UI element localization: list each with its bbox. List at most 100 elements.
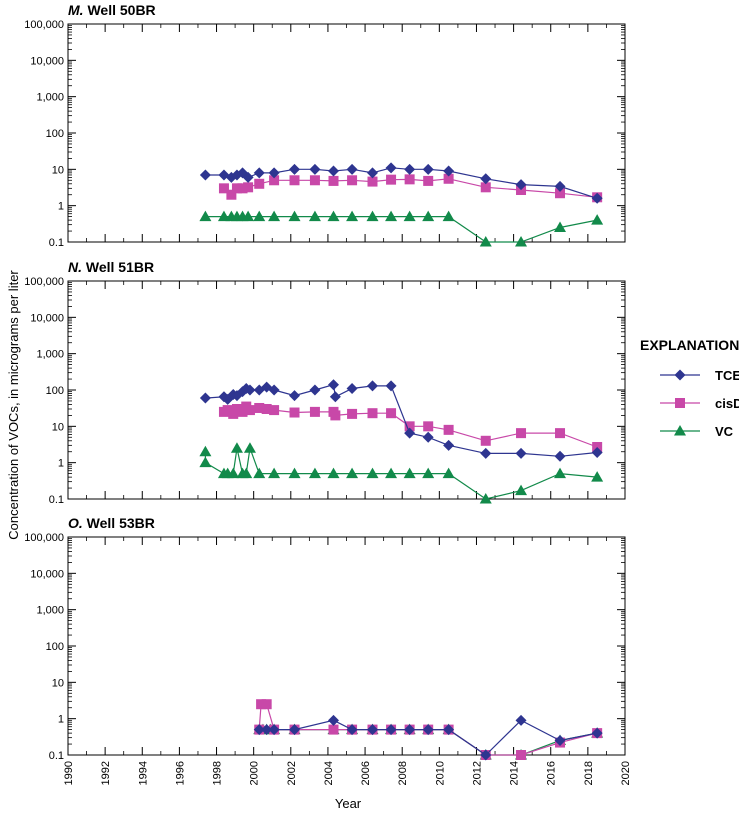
legend-label-VC: VC	[715, 424, 734, 439]
data-point-VC	[515, 484, 528, 496]
series-VC	[199, 442, 604, 504]
data-point-TCE	[515, 714, 527, 726]
data-point-cisDCE	[480, 435, 491, 446]
y-tick-label: 1,000	[36, 349, 64, 361]
panel-title: N. Well 51BR	[68, 259, 154, 275]
panel-title-letter: N.	[68, 259, 82, 275]
data-point-TCE	[422, 431, 434, 443]
series-TCE	[199, 379, 603, 462]
data-point-cisDCE	[237, 183, 248, 194]
data-point-VC	[346, 210, 359, 222]
data-point-cisDCE	[330, 410, 341, 421]
data-point-VC	[308, 467, 321, 479]
data-point-cisDCE	[261, 403, 272, 414]
data-point-TCE	[268, 724, 280, 736]
data-point-VC	[346, 467, 359, 479]
panel-title-text: Well 50BR	[84, 2, 156, 18]
data-point-TCE	[366, 167, 378, 179]
data-point-VC	[230, 442, 243, 453]
data-point-VC	[422, 210, 435, 222]
data-point-VC	[243, 442, 256, 453]
legend-marker-cisDCE	[675, 398, 685, 408]
data-point-TCE	[242, 171, 254, 183]
y-tick-label: 10	[52, 421, 64, 433]
x-tick-label: 1992	[100, 761, 112, 785]
data-point-cisDCE	[237, 406, 248, 417]
data-point-TCE	[554, 180, 566, 192]
panel-2: O. Well 53BR 0.1 1 10 100 1,000 10,000 100,000 1…	[24, 515, 632, 785]
data-point-VC	[403, 467, 416, 479]
data-point-TCE	[404, 163, 416, 175]
data-point-TCE	[515, 179, 527, 191]
panel-0: M. Well 50BR 0.1 1 10 100 1,000 10,000 100,000	[24, 2, 626, 249]
data-point-TCE	[329, 391, 341, 403]
data-point-VC	[268, 210, 281, 222]
data-point-cisDCE	[516, 750, 527, 760]
data-point-TCE	[422, 724, 434, 736]
x-tick-label: 2004	[323, 761, 335, 785]
y-tick-label: 1	[58, 458, 64, 470]
data-point-cisDCE	[347, 408, 358, 419]
data-point-TCE	[328, 714, 340, 726]
series-cisDCE	[218, 173, 603, 203]
data-point-VC	[554, 467, 567, 479]
series-VC	[199, 210, 604, 247]
data-point-cisDCE	[231, 183, 242, 194]
y-tick-label: 100	[46, 641, 64, 653]
y-tick-label: 0.1	[49, 750, 64, 762]
data-point-TCE	[385, 162, 397, 174]
x-tick-label: 1994	[137, 761, 149, 785]
data-point-cisDCE	[269, 405, 280, 416]
legend-marker-TCE	[674, 369, 686, 381]
data-point-cisDCE	[309, 406, 320, 417]
data-point-TCE	[366, 724, 378, 736]
data-point-cisDCE	[289, 175, 300, 186]
data-point-cisDCE	[555, 428, 566, 439]
data-point-TCE	[328, 165, 340, 177]
x-tick-label: 2006	[360, 761, 372, 785]
data-point-cisDCE	[328, 724, 339, 735]
data-point-TCE	[591, 192, 603, 204]
x-tick-label: 2020	[620, 761, 632, 785]
legend-marker-VC	[674, 425, 686, 436]
data-point-cisDCE	[261, 699, 272, 710]
x-tick-label: 1990	[63, 761, 75, 785]
data-point-cisDCE	[443, 424, 454, 435]
data-point-TCE	[289, 390, 301, 402]
panel-title: M. Well 50BR	[68, 2, 156, 18]
data-point-VC	[515, 236, 528, 247]
x-tick-label: 2008	[397, 761, 409, 785]
plot-frame	[67, 536, 626, 756]
data-point-TCE	[443, 165, 455, 177]
y-tick-label: 0.1	[49, 237, 64, 249]
data-point-VC	[327, 210, 340, 222]
data-point-TCE	[591, 447, 603, 459]
data-point-cisDCE	[254, 178, 265, 189]
y-tick-label: 100,000	[24, 19, 64, 31]
data-point-VC	[288, 210, 301, 222]
data-point-VC	[403, 210, 416, 222]
data-point-TCE	[244, 384, 256, 396]
y-tick-label: 100,000	[24, 532, 64, 544]
data-point-VC	[268, 467, 281, 479]
y-tick-label: 10,000	[30, 568, 64, 580]
data-point-TCE	[253, 167, 265, 179]
data-point-TCE	[268, 384, 280, 396]
data-point-VC	[199, 456, 212, 468]
plot-frame	[67, 23, 626, 243]
data-point-cisDCE	[404, 421, 415, 432]
data-point-TCE	[443, 439, 455, 451]
panel-title: O. Well 53BR	[68, 515, 155, 531]
data-point-cisDCE	[423, 175, 434, 186]
data-point-cisDCE	[289, 407, 300, 418]
data-point-cisDCE	[244, 405, 255, 416]
data-point-TCE	[554, 735, 566, 747]
data-point-TCE	[422, 163, 434, 175]
data-point-VC	[422, 467, 435, 479]
panel-title-letter: O.	[68, 515, 83, 531]
x-tick-label: 2012	[471, 761, 483, 785]
plot-frame	[67, 280, 626, 500]
panel-title-text: Well 53BR	[83, 515, 155, 531]
data-point-VC	[253, 210, 266, 222]
